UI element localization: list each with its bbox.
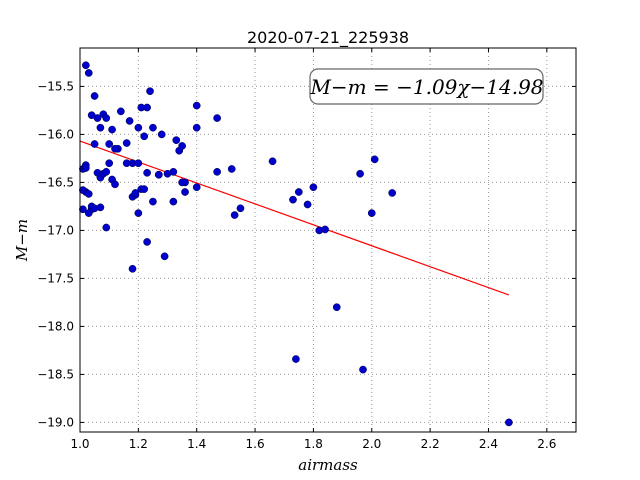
fit-line-group	[79, 140, 510, 296]
data-point	[131, 189, 140, 197]
data-point	[122, 159, 131, 168]
data-point	[303, 200, 312, 209]
data-point	[388, 189, 397, 197]
grid	[79, 48, 576, 432]
y-tick-label: −19.0	[37, 415, 74, 429]
x-tick-label: 1.4	[187, 437, 206, 451]
data-point	[154, 170, 163, 179]
data-point	[227, 165, 236, 173]
data-point	[140, 132, 149, 141]
data-point	[268, 157, 277, 166]
data-points	[79, 61, 513, 427]
data-point	[102, 167, 111, 176]
data-point	[192, 101, 201, 110]
fit-annotation-box	[309, 68, 544, 105]
data-point	[160, 252, 169, 261]
x-tick-label: 2.4	[479, 437, 498, 451]
data-point	[96, 123, 105, 132]
x-tick-label: 2.2	[421, 437, 440, 451]
y-tick-label: −17.0	[37, 223, 74, 237]
data-point	[79, 186, 87, 194]
x-tick-label: 1.8	[304, 437, 323, 451]
data-point	[105, 159, 114, 168]
y-axis-label: M−m	[13, 219, 31, 262]
data-point	[178, 178, 186, 187]
chart-title: 2020-07-21_225938	[247, 28, 409, 48]
data-point	[146, 87, 154, 96]
data-point	[169, 197, 178, 206]
x-tick-label: 1.0	[70, 437, 89, 451]
data-point	[149, 197, 157, 206]
y-tick-label: −15.5	[37, 79, 74, 93]
data-point	[81, 61, 90, 70]
data-point	[370, 155, 379, 164]
data-point	[359, 365, 367, 374]
data-point	[157, 130, 166, 139]
y-tick-label: −16.5	[37, 175, 74, 189]
data-point	[134, 209, 143, 217]
x-tick-label: 1.2	[129, 437, 148, 451]
data-point	[143, 168, 151, 177]
data-point	[213, 167, 221, 176]
data-point	[230, 211, 239, 219]
x-axis-label: airmass	[298, 456, 358, 474]
data-point	[128, 264, 137, 273]
data-point	[181, 188, 189, 196]
data-point	[84, 190, 93, 198]
data-point	[294, 188, 303, 196]
y-tick-label: −18.0	[37, 319, 74, 333]
fit-annotation: M−m = −1.09χ−14.98	[309, 68, 544, 105]
data-point	[84, 69, 93, 77]
data-point	[367, 209, 376, 217]
data-point	[178, 142, 186, 150]
data-point	[505, 418, 513, 427]
x-tick-label: 2.0	[362, 437, 381, 451]
fit-annotation-text: M−m = −1.09χ−14.98	[309, 75, 543, 99]
data-point	[96, 203, 105, 212]
data-point	[143, 103, 151, 112]
data-point	[332, 303, 341, 312]
fit-line	[79, 140, 510, 296]
data-point	[149, 123, 157, 132]
data-point	[321, 225, 329, 234]
data-point	[192, 123, 201, 132]
data-point	[102, 223, 111, 232]
data-point	[140, 185, 149, 193]
axis-ticks: 1.0 1.2 1.4 1.6 1.8 2.0 2.2 2.4 2.6 −15.5 −16.0 −16…	[37, 48, 576, 451]
y-tick-label: −17.5	[37, 271, 74, 285]
plot-frame	[79, 47, 577, 433]
data-point	[192, 183, 201, 192]
data-point	[236, 204, 245, 213]
data-point	[79, 205, 87, 214]
data-point	[134, 159, 143, 168]
data-point	[105, 140, 114, 148]
x-tick-label: 2.6	[537, 437, 556, 451]
y-tick-label: −16.0	[37, 127, 74, 141]
x-tick-label: 1.6	[246, 437, 265, 451]
data-point	[111, 180, 119, 189]
data-point	[134, 123, 143, 132]
data-point	[169, 167, 178, 176]
data-point	[108, 125, 116, 134]
data-point	[292, 355, 300, 363]
data-point	[122, 139, 131, 147]
data-point	[309, 183, 318, 192]
data-point	[93, 114, 102, 122]
data-point	[125, 117, 134, 125]
data-point	[289, 195, 297, 204]
data-point	[116, 107, 125, 116]
data-point	[356, 169, 364, 178]
y-tick-label: −18.5	[37, 367, 74, 381]
data-point	[90, 140, 99, 148]
data-point	[81, 164, 90, 172]
data-point	[213, 114, 221, 122]
data-point	[143, 238, 151, 246]
data-point	[102, 114, 111, 122]
data-point	[172, 136, 181, 145]
data-point	[84, 209, 93, 217]
data-point	[111, 144, 119, 153]
data-point	[90, 92, 99, 100]
